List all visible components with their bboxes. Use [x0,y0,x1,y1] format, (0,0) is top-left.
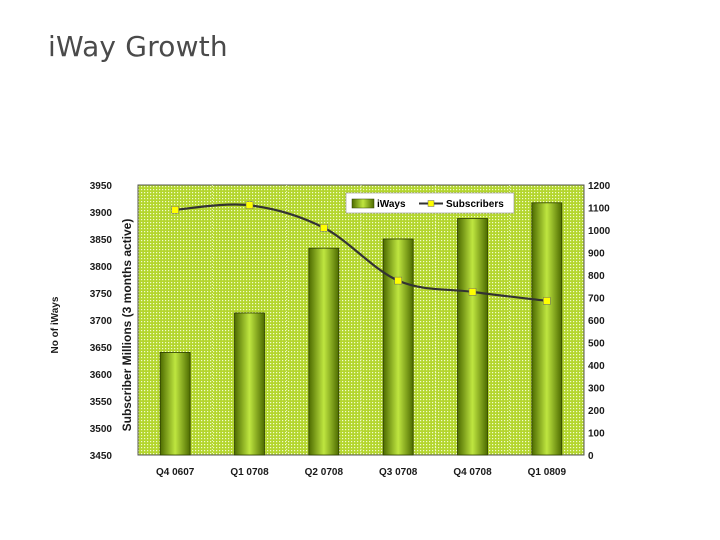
x-tick-label: Q1 0708 [230,467,269,478]
ways-bar [159,351,191,456]
left-tick-label: 3800 [90,262,113,273]
left-tick-label: 3500 [90,424,113,435]
slide-title: iWay Growth [48,30,228,63]
x-tick-label: Q4 0708 [453,467,492,478]
subscribers-point [171,206,179,214]
left-tick-label: 3450 [90,451,113,462]
legend-ways-swatch [351,198,375,209]
x-tick-label: Q2 0708 [305,467,344,478]
left-tick-label: 3550 [90,397,113,408]
left-tick-label: 3700 [90,316,113,327]
left-tick-label: 3650 [90,343,113,354]
subscribers-point [543,297,551,305]
right-tick-label: 400 [588,361,605,372]
left-tick-label: 3750 [90,289,113,300]
legend: iWays Subscribers [345,192,515,214]
ways-bar [382,238,414,456]
legend-ways-label: iWays [377,199,406,210]
right-tick-label: 900 [588,249,605,260]
subscribers-point [245,201,254,209]
left-axis-inner-title: Subscriber Millions (3 months active) [120,219,134,432]
left-tick-label: 3900 [90,208,113,219]
right-tick-label: 200 [588,406,605,417]
x-axis-ticks: Q4 0607 Q1 0708 Q2 0708 Q3 0708 Q4 0708 Q1 08… [156,467,566,478]
ways-bar [531,202,563,456]
ways-bar [234,312,265,456]
bars [159,202,563,456]
subscribers-point [468,288,477,296]
subscribers-point [394,276,402,285]
subscribers-point [320,224,328,232]
legend-subscribers-marker [427,200,435,207]
x-tick-label: Q3 0708 [379,467,418,478]
left-axis-outer-title: No of iWays [50,296,61,353]
left-axis-ticks: 3950 3900 3850 3800 3750 3700 3650 3600 3550 3500… [90,181,113,462]
right-tick-label: 100 [588,429,605,440]
right-tick-label: 700 [588,294,605,305]
right-tick-label: 300 [588,384,605,395]
right-tick-label: 1100 [588,204,610,215]
right-tick-label: 1000 [588,226,611,237]
subscribers-line [175,203,547,302]
left-tick-label: 3950 [90,181,113,192]
legend-subscribers-label: Subscribers [446,199,504,210]
right-tick-label: 0 [588,451,594,462]
gridlines [211,185,511,455]
right-tick-label: 800 [588,271,605,282]
left-tick-label: 3600 [90,370,113,381]
right-tick-label: 1200 [588,181,611,192]
ways-bar [457,218,488,456]
right-tick-label: 500 [588,339,605,350]
x-tick-label: Q1 0809 [528,467,567,478]
left-tick-label: 3850 [90,235,113,246]
ways-bar [308,247,340,456]
subscribers-line-layer [171,201,551,305]
x-tick-label: Q4 0607 [156,467,195,478]
right-tick-label: 600 [588,316,605,327]
